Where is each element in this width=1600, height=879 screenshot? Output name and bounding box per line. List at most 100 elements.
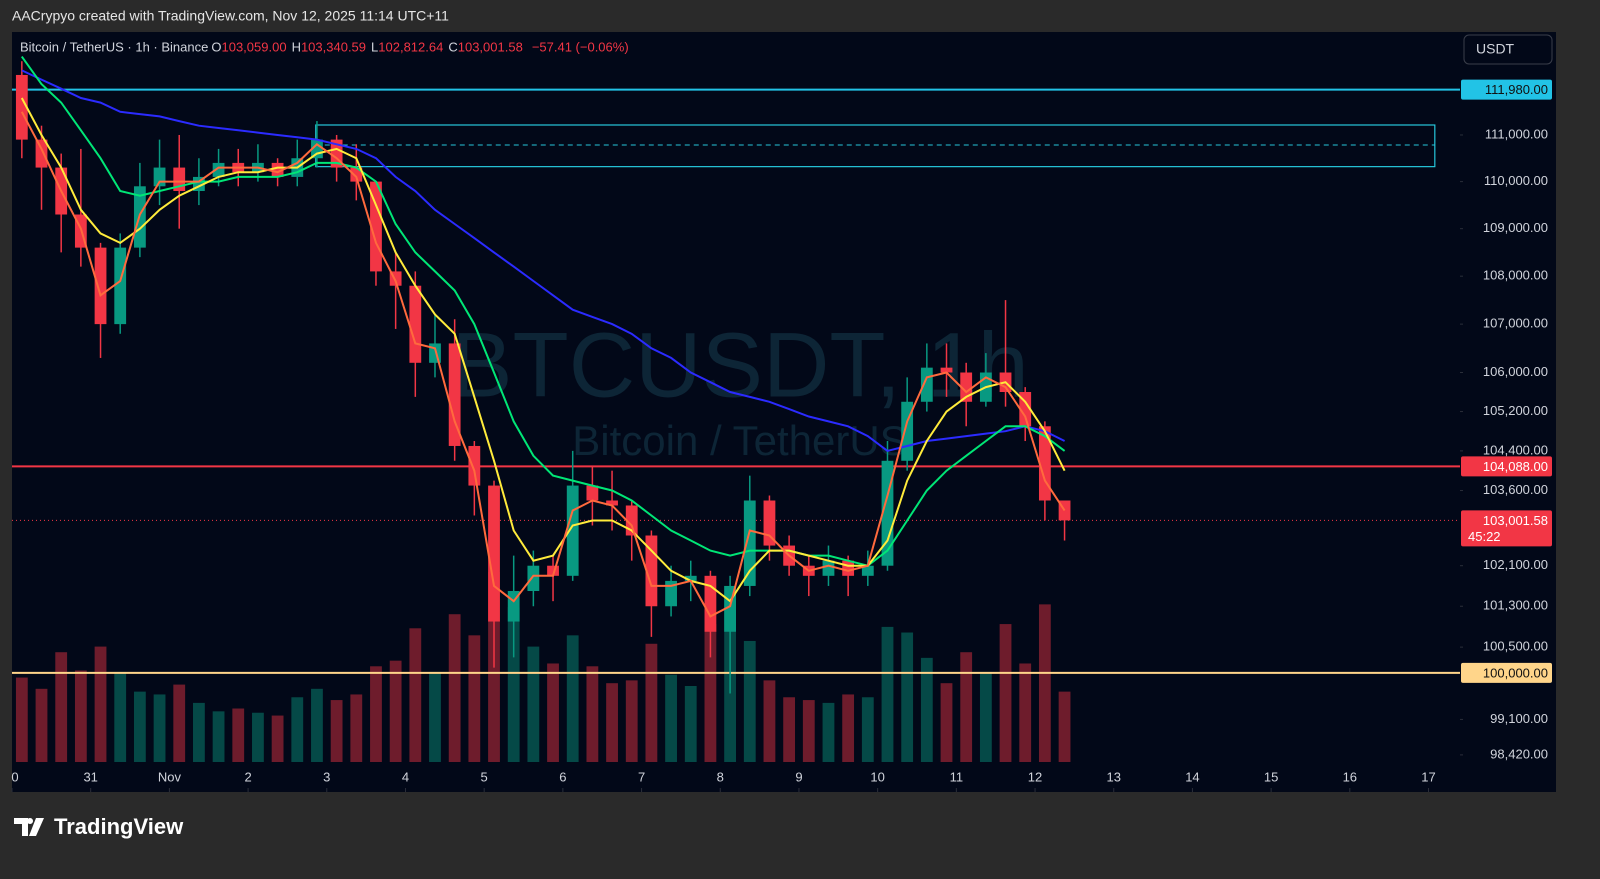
level-label-box (1461, 79, 1552, 100)
volume-bar (606, 683, 618, 762)
candle-body (193, 176, 205, 191)
volume-bar (173, 684, 186, 762)
volume-bar (291, 697, 304, 762)
y-tick-label: 99,100.00 (1490, 711, 1548, 726)
volume-bar (940, 683, 953, 762)
logo: TradingView (14, 814, 184, 839)
x-tick-label: 3 (323, 769, 330, 784)
volume-bar (1038, 604, 1051, 762)
volume-bar (271, 715, 284, 762)
candle-body (429, 343, 441, 363)
candle-body (468, 445, 481, 486)
volume-bar (645, 643, 658, 762)
y-tick-label: 111,000.00 (1485, 126, 1548, 141)
candle-body (625, 505, 638, 536)
candle-body (271, 162, 284, 177)
level-label-box (1461, 456, 1552, 477)
y-tick-label: 104,400.00 (1483, 442, 1548, 457)
candle-body (881, 460, 894, 566)
y-tick-label: 98,420.00 (1490, 746, 1548, 761)
x-tick-label: 13 (1107, 769, 1121, 784)
volume-bar (783, 697, 796, 762)
currency-button[interactable] (1463, 34, 1553, 65)
volume-bar (822, 702, 835, 762)
watermark-symbol: BTCUSDT, 1h (451, 314, 1029, 416)
legend-text: L (371, 39, 378, 54)
legend-text: H (292, 39, 301, 54)
legend-text: 103,001.58 (458, 39, 523, 54)
x-tick-label: 5 (481, 769, 488, 784)
volume-bar (999, 624, 1012, 762)
candle-body (842, 560, 855, 576)
chart-panel (12, 32, 1556, 792)
y-tick-label: 103,600.00 (1483, 482, 1548, 497)
volume-bar (901, 632, 914, 762)
x-tick-label: 6 (559, 769, 566, 784)
legend-text: O (211, 39, 221, 54)
volume-bar (35, 688, 48, 762)
candle-body (704, 575, 717, 632)
volume-bar (429, 671, 441, 762)
volume-bar (979, 671, 992, 762)
volume-bar (704, 624, 717, 762)
candle-body (153, 167, 166, 187)
ma-line (20, 97, 1066, 603)
candle-body (724, 585, 736, 632)
candle-body (389, 271, 402, 286)
x-tick-label: 4 (402, 769, 409, 784)
x-tick-label: 7 (638, 769, 645, 784)
x-tick-label: Nov (158, 769, 182, 784)
x-tick-label: 2 (244, 769, 251, 784)
volume-bar (409, 628, 422, 762)
x-tick-label: 17 (1421, 769, 1435, 784)
volume-bar (547, 663, 559, 762)
x-tick-label: 15 (1264, 769, 1278, 784)
volume-bar (311, 688, 323, 762)
volume-bar (94, 646, 107, 762)
last-price-box (1461, 510, 1552, 547)
candle-body (311, 139, 323, 159)
volume-bar (114, 671, 127, 762)
volume-bar (920, 657, 933, 762)
candle-body (566, 485, 579, 576)
x-tick-label: 14 (1185, 769, 1199, 784)
x-tick-label: 11 (950, 769, 964, 784)
volume-bar (133, 691, 146, 762)
legend-text: C (448, 39, 457, 54)
legend-text: Bitcoin / TetherUS · 1h · Binance (20, 39, 208, 54)
volume-bar (586, 666, 599, 762)
candle-body (665, 580, 677, 607)
volume-bar (55, 652, 68, 762)
ma-line (20, 111, 1066, 618)
volume-bar (566, 635, 579, 762)
currency-label[interactable]: USDT (1476, 41, 1515, 57)
ma-line (21, 69, 1066, 452)
volume-bar (15, 677, 28, 762)
candle-body (114, 247, 127, 325)
volume-bar (193, 702, 205, 762)
candle-body (822, 560, 835, 576)
candle-body (901, 401, 914, 461)
candle-body (547, 565, 559, 576)
candle-body (763, 500, 776, 546)
last-price-label: 103,001.58 (1483, 513, 1548, 528)
candle-body (35, 139, 48, 168)
volume-bar (153, 694, 166, 762)
volume-bar (665, 674, 677, 762)
candle-body (409, 285, 422, 363)
candle-body (15, 74, 28, 140)
volume-bar (743, 640, 756, 762)
candle-body (212, 162, 225, 177)
y-tick-label: 100,500.00 (1483, 639, 1548, 654)
volume-bar (625, 680, 638, 762)
candle-body (606, 500, 618, 506)
candle-body (330, 139, 343, 168)
y-tick-label: 106,000.00 (1483, 364, 1548, 379)
volume-bar (232, 708, 245, 762)
volume-bar (350, 694, 363, 762)
volume-bar (842, 694, 855, 762)
candle-body (173, 167, 186, 191)
y-tick-label: 107,000.00 (1483, 316, 1548, 331)
